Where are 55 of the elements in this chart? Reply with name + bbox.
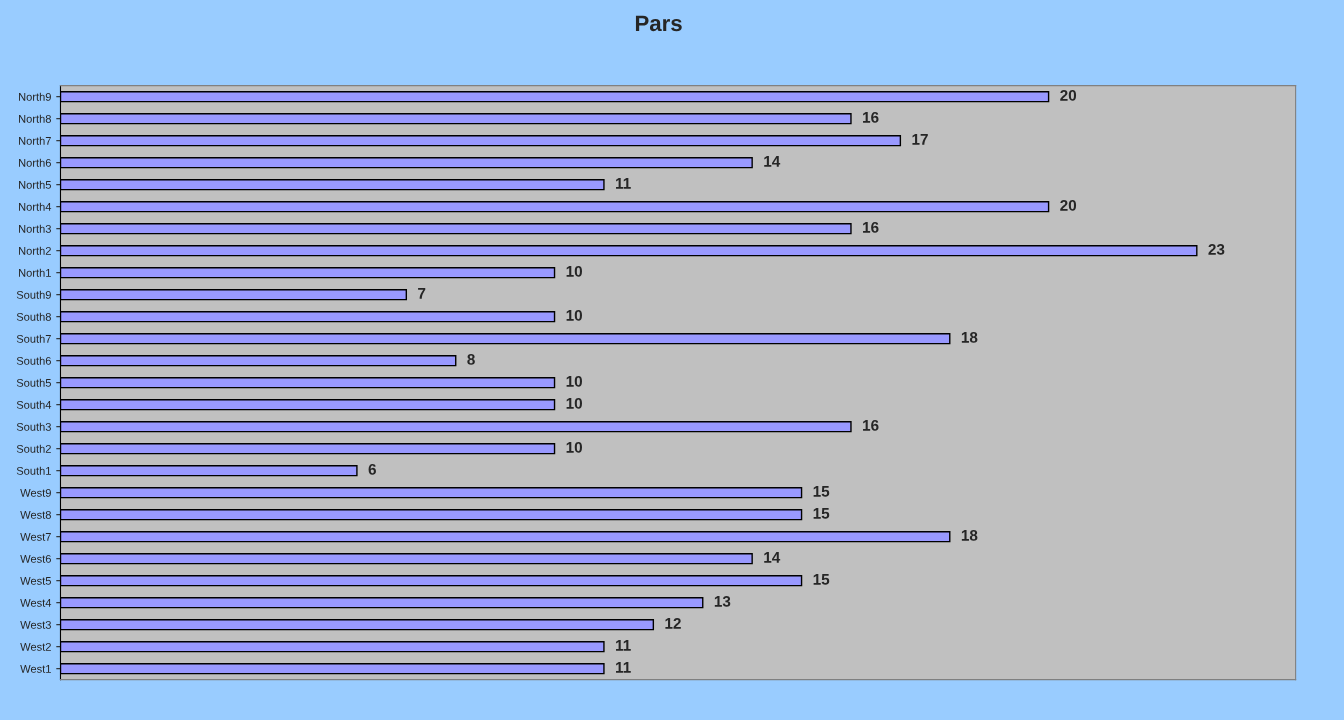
chart-title: Pars [635,15,682,32]
data-label: 20 [1060,199,1077,211]
data-label: 10 [566,309,583,321]
data-label: 11 [616,662,631,673]
data-label: 11 [616,178,631,189]
y-tick-label: West5 [20,577,51,585]
y-tick-label: North5 [19,180,51,189]
data-label: 14 [764,156,781,167]
y-tick-label: North8 [19,114,51,123]
y-tick-label: North7 [19,136,51,145]
data-label: 16 [863,221,879,233]
data-label: 15 [813,486,830,497]
data-label: 17 [912,134,928,145]
y-tick-label: West2 [20,642,51,651]
y-tick-label: North6 [19,158,51,167]
data-label: 14 [764,552,781,563]
data-label: 16 [863,111,879,123]
data-label: 7 [418,288,426,299]
data-label: 8 [467,353,475,365]
data-label: 18 [961,529,978,541]
y-tick-label: South2 [16,444,51,453]
data-label: 10 [566,265,583,277]
data-label: 10 [566,375,583,387]
y-tick-label: North2 [19,246,51,255]
y-tick-label: South1 [16,466,51,475]
y-tick-label: North3 [19,224,51,233]
data-label: 16 [863,419,879,431]
data-label: 23 [1208,243,1225,255]
data-label: 20 [1060,89,1077,101]
y-tick-label: West4 [20,599,52,607]
y-tick-label: West8 [20,510,51,519]
data-label: 15 [813,508,830,519]
y-tick-label: South5 [16,378,51,387]
y-tick-label: South6 [16,356,51,365]
y-tick-label: West6 [20,554,51,563]
y-tick-label: South3 [16,422,51,431]
y-tick-label: West7 [20,533,51,541]
y-tick-label: North9 [19,92,51,101]
y-tick-label: West3 [20,620,51,629]
y-tick-label: South4 [16,400,52,409]
y-tick-label: South9 [16,290,51,299]
data-label: 13 [714,595,731,607]
data-label: 15 [813,574,830,585]
y-tick-label: North1 [19,268,51,277]
data-label: 6 [368,463,376,475]
data-label: 18 [961,331,978,343]
data-label: 11 [616,640,631,651]
y-tick-label: West1 [20,665,51,673]
data-label: 10 [566,397,583,409]
data-label: 10 [566,441,583,453]
y-tick-label: South7 [16,334,51,343]
y-tick-label: West9 [20,488,51,497]
data-label: 12 [665,617,681,629]
y-tick-label: North4 [19,202,52,211]
y-tick-label: South8 [16,312,51,321]
